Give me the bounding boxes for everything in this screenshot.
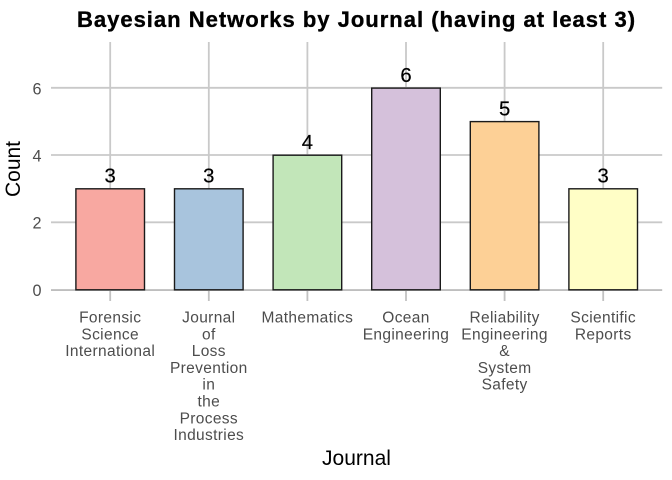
svg-text:6: 6 xyxy=(32,80,41,98)
svg-text:Loss: Loss xyxy=(192,343,226,360)
svg-text:4: 4 xyxy=(32,148,41,166)
svg-text:Count: Count xyxy=(2,141,25,197)
svg-text:of: of xyxy=(202,326,216,343)
svg-text:0: 0 xyxy=(32,282,41,300)
svg-text:Scientific: Scientific xyxy=(570,310,636,327)
svg-text:International: International xyxy=(65,343,155,360)
svg-text:6: 6 xyxy=(400,65,411,87)
svg-text:Journal: Journal xyxy=(322,447,391,470)
svg-text:Ocean: Ocean xyxy=(382,310,429,327)
svg-text:Forensic: Forensic xyxy=(79,310,141,327)
svg-text:Safety: Safety xyxy=(482,377,528,394)
svg-text:Process: Process xyxy=(180,410,238,427)
svg-text:Science: Science xyxy=(81,326,139,343)
svg-text:5: 5 xyxy=(499,98,510,120)
svg-text:Prevention: Prevention xyxy=(170,360,248,377)
svg-text:Reports: Reports xyxy=(575,326,632,343)
svg-text:Engineering: Engineering xyxy=(461,326,548,343)
svg-text:in: in xyxy=(202,377,215,394)
svg-text:Industries: Industries xyxy=(173,427,244,444)
svg-text:System: System xyxy=(478,360,532,377)
svg-text:2: 2 xyxy=(32,215,41,233)
svg-text:4: 4 xyxy=(302,132,313,154)
svg-text:3: 3 xyxy=(598,166,609,188)
svg-text:Mathematics: Mathematics xyxy=(262,310,354,327)
svg-text:Reliability: Reliability xyxy=(470,310,540,327)
svg-text:Engineering: Engineering xyxy=(363,326,450,343)
svg-text:3: 3 xyxy=(203,166,214,188)
svg-text:&: & xyxy=(499,343,510,360)
svg-text:3: 3 xyxy=(105,166,116,188)
svg-text:Journal: Journal xyxy=(182,310,235,327)
svg-text:the: the xyxy=(197,394,220,411)
svg-text:Bayesian Networks by Journal (: Bayesian Networks by Journal (having at … xyxy=(77,7,636,32)
